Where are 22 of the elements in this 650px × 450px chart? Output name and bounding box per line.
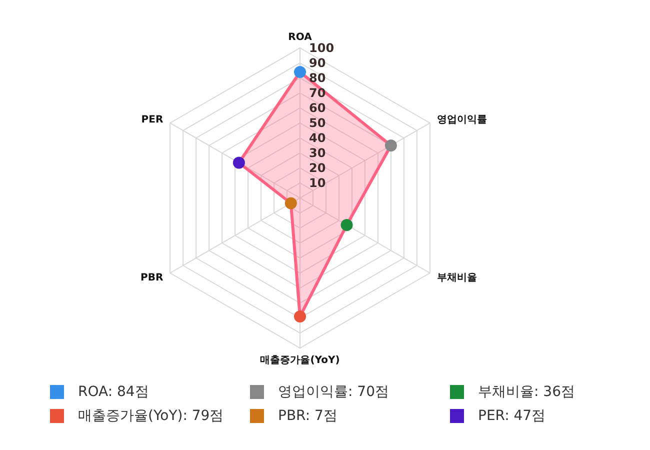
text: PER: 47점 bbox=[478, 407, 546, 425]
y-tick-label: 50 bbox=[309, 116, 326, 130]
y-tick-label: 80 bbox=[309, 71, 326, 85]
spoke-label: 영업이익률 bbox=[436, 114, 487, 126]
y-tick-label: 90 bbox=[309, 56, 326, 70]
y-tick-label: 30 bbox=[309, 146, 326, 160]
y-tick-label: 40 bbox=[309, 131, 326, 145]
text: ROA: 84점 bbox=[78, 383, 149, 401]
y-tick-label: 60 bbox=[309, 101, 326, 115]
spoke-label: PBR bbox=[140, 272, 164, 284]
text: 영업이익률: 70점 bbox=[278, 383, 389, 401]
text: 부채비율: 36점 bbox=[478, 383, 575, 401]
spoke-label: 부채비율 bbox=[436, 272, 477, 284]
y-tick-label: 70 bbox=[309, 86, 326, 100]
y-tick-label: 20 bbox=[309, 161, 326, 175]
spoke-label: 매출증가율(YoY) bbox=[260, 355, 340, 366]
spoke-label: PER bbox=[141, 114, 164, 126]
text: PBR: 7점 bbox=[278, 407, 338, 425]
y-tick-label: 100 bbox=[309, 41, 334, 55]
y-tick-label: 10 bbox=[309, 176, 326, 190]
text: 매출증가율(YoY): 79점 bbox=[78, 407, 224, 425]
spoke-label: ROA bbox=[288, 32, 312, 43]
